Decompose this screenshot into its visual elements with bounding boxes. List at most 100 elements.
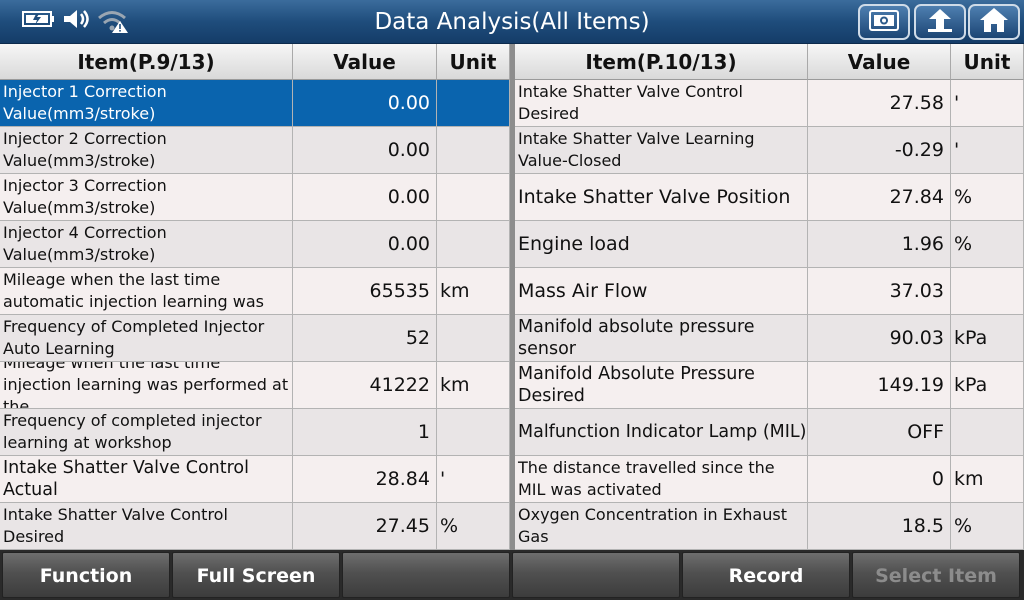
item-unit: ': [437, 456, 510, 503]
item-unit: ': [951, 80, 1024, 127]
table-row[interactable]: Manifold Absolute Pressure Desired 149.1…: [515, 362, 1024, 409]
item-value: -0.29: [808, 127, 951, 174]
item-name: Mileage when the last time injection lea…: [0, 362, 293, 409]
item-value: 27.84: [808, 174, 951, 221]
item-name: Manifold absolute pressure sensor: [515, 315, 808, 362]
item-value: 52: [293, 315, 437, 362]
full-screen-button[interactable]: Full Screen: [172, 552, 340, 598]
empty-button-1[interactable]: [342, 552, 510, 598]
item-value: 0.00: [293, 127, 437, 174]
table-row[interactable]: Injector 1 Correction Value(mm3/stroke) …: [0, 80, 510, 127]
table-row[interactable]: Frequency of completed injector learning…: [0, 409, 510, 456]
item-value: 37.03: [808, 268, 951, 315]
item-value: 27.45: [293, 503, 437, 550]
home-button[interactable]: [968, 4, 1020, 40]
item-value: 28.84: [293, 456, 437, 503]
item-value: 41222: [293, 362, 437, 409]
item-value: 65535: [293, 268, 437, 315]
unit-column-header: Unit: [951, 44, 1024, 80]
item-value: 18.5: [808, 503, 951, 550]
item-name: Injector 1 Correction Value(mm3/stroke): [0, 80, 293, 127]
page-title: Data Analysis(All Items): [374, 9, 650, 35]
table-row[interactable]: Malfunction Indicator Lamp (MIL) OFF: [515, 409, 1024, 456]
table-row[interactable]: Engine load 1.96 %: [515, 221, 1024, 268]
table-row[interactable]: Mass Air Flow 37.03: [515, 268, 1024, 315]
table-row[interactable]: Mileage when the last time automatic inj…: [0, 268, 510, 315]
table-row[interactable]: Mileage when the last time injection lea…: [0, 362, 510, 409]
value-column-header: Value: [808, 44, 951, 80]
item-unit: [437, 174, 510, 221]
left-data-table: Item(P.9/13) Value Unit Injector 1 Corre…: [0, 44, 510, 550]
item-unit: [437, 409, 510, 456]
table-row[interactable]: Intake Shatter Valve Control Desired 27.…: [515, 80, 1024, 127]
item-name: Malfunction Indicator Lamp (MIL): [515, 409, 808, 456]
item-unit: [951, 268, 1024, 315]
table-row[interactable]: Manifold absolute pressure sensor 90.03 …: [515, 315, 1024, 362]
speaker-icon: [62, 8, 92, 34]
item-value: 1: [293, 409, 437, 456]
function-button[interactable]: Function: [2, 552, 170, 598]
table-row[interactable]: The distance travelled since the MIL was…: [515, 456, 1024, 503]
item-value: 0: [808, 456, 951, 503]
select-item-button[interactable]: Select Item: [852, 552, 1020, 598]
item-unit: kPa: [951, 315, 1024, 362]
item-unit: [437, 127, 510, 174]
screenshot-icon: [868, 8, 900, 36]
item-unit: kPa: [951, 362, 1024, 409]
screenshot-button[interactable]: [858, 4, 910, 40]
item-name: Injector 3 Correction Value(mm3/stroke): [0, 174, 293, 221]
item-name: Intake Shatter Valve Control Actual: [0, 456, 293, 503]
item-name: The distance travelled since the MIL was…: [515, 456, 808, 503]
item-name: Engine load: [515, 221, 808, 268]
back-button[interactable]: [914, 4, 966, 40]
item-unit: [437, 80, 510, 127]
table-row[interactable]: Injector 4 Correction Value(mm3/stroke) …: [0, 221, 510, 268]
bottom-toolbar: Function Full Screen Record Select Item: [0, 550, 1024, 600]
table-row[interactable]: Injector 2 Correction Value(mm3/stroke) …: [0, 127, 510, 174]
item-name: Oxygen Concentration in Exhaust Gas: [515, 503, 808, 550]
home-icon: [979, 7, 1009, 37]
item-name: Injector 4 Correction Value(mm3/stroke): [0, 221, 293, 268]
item-value: 27.58: [808, 80, 951, 127]
item-unit: %: [951, 174, 1024, 221]
table-header: Item(P.9/13) Value Unit: [0, 44, 510, 80]
item-value: OFF: [808, 409, 951, 456]
item-unit: [951, 409, 1024, 456]
item-value: 1.96: [808, 221, 951, 268]
value-column-header: Value: [293, 44, 437, 80]
table-row[interactable]: Oxygen Concentration in Exhaust Gas 18.5…: [515, 503, 1024, 550]
record-button[interactable]: Record: [682, 552, 850, 598]
item-name: Intake Shatter Valve Position: [515, 174, 808, 221]
back-icon: [925, 7, 955, 37]
unit-column-header: Unit: [437, 44, 510, 80]
item-value: 90.03: [808, 315, 951, 362]
item-unit: [437, 315, 510, 362]
empty-button-2[interactable]: [512, 552, 680, 598]
item-unit: %: [437, 503, 510, 550]
item-value: 0.00: [293, 174, 437, 221]
table-row[interactable]: Injector 3 Correction Value(mm3/stroke) …: [0, 174, 510, 221]
table-header: Item(P.10/13) Value Unit: [515, 44, 1024, 80]
item-name: Mass Air Flow: [515, 268, 808, 315]
item-column-header: Item(P.9/13): [0, 44, 293, 80]
table-row[interactable]: Frequency of Completed Injector Auto Lea…: [0, 315, 510, 362]
item-unit: ': [951, 127, 1024, 174]
table-row[interactable]: Intake Shatter Valve Control Desired 27.…: [0, 503, 510, 550]
table-row[interactable]: Intake Shatter Valve Learning Value-Clos…: [515, 127, 1024, 174]
item-value: 0.00: [293, 80, 437, 127]
item-name: Intake Shatter Valve Control Desired: [515, 80, 808, 127]
item-unit: [437, 221, 510, 268]
title-bar: Data Analysis(All Items): [0, 0, 1024, 44]
right-data-table: Item(P.10/13) Value Unit Intake Shatter …: [515, 44, 1024, 550]
table-row[interactable]: Intake Shatter Valve Control Actual 28.8…: [0, 456, 510, 503]
item-value: 149.19: [808, 362, 951, 409]
wifi-warning-icon: [96, 8, 130, 38]
table-row[interactable]: Intake Shatter Valve Position 27.84 %: [515, 174, 1024, 221]
item-unit: km: [951, 456, 1024, 503]
item-name: Frequency of completed injector learning…: [0, 409, 293, 456]
item-name: Intake Shatter Valve Control Desired: [0, 503, 293, 550]
item-unit: km: [437, 362, 510, 409]
item-name: Mileage when the last time automatic inj…: [0, 268, 293, 315]
item-value: 0.00: [293, 221, 437, 268]
item-name: Frequency of Completed Injector Auto Lea…: [0, 315, 293, 362]
